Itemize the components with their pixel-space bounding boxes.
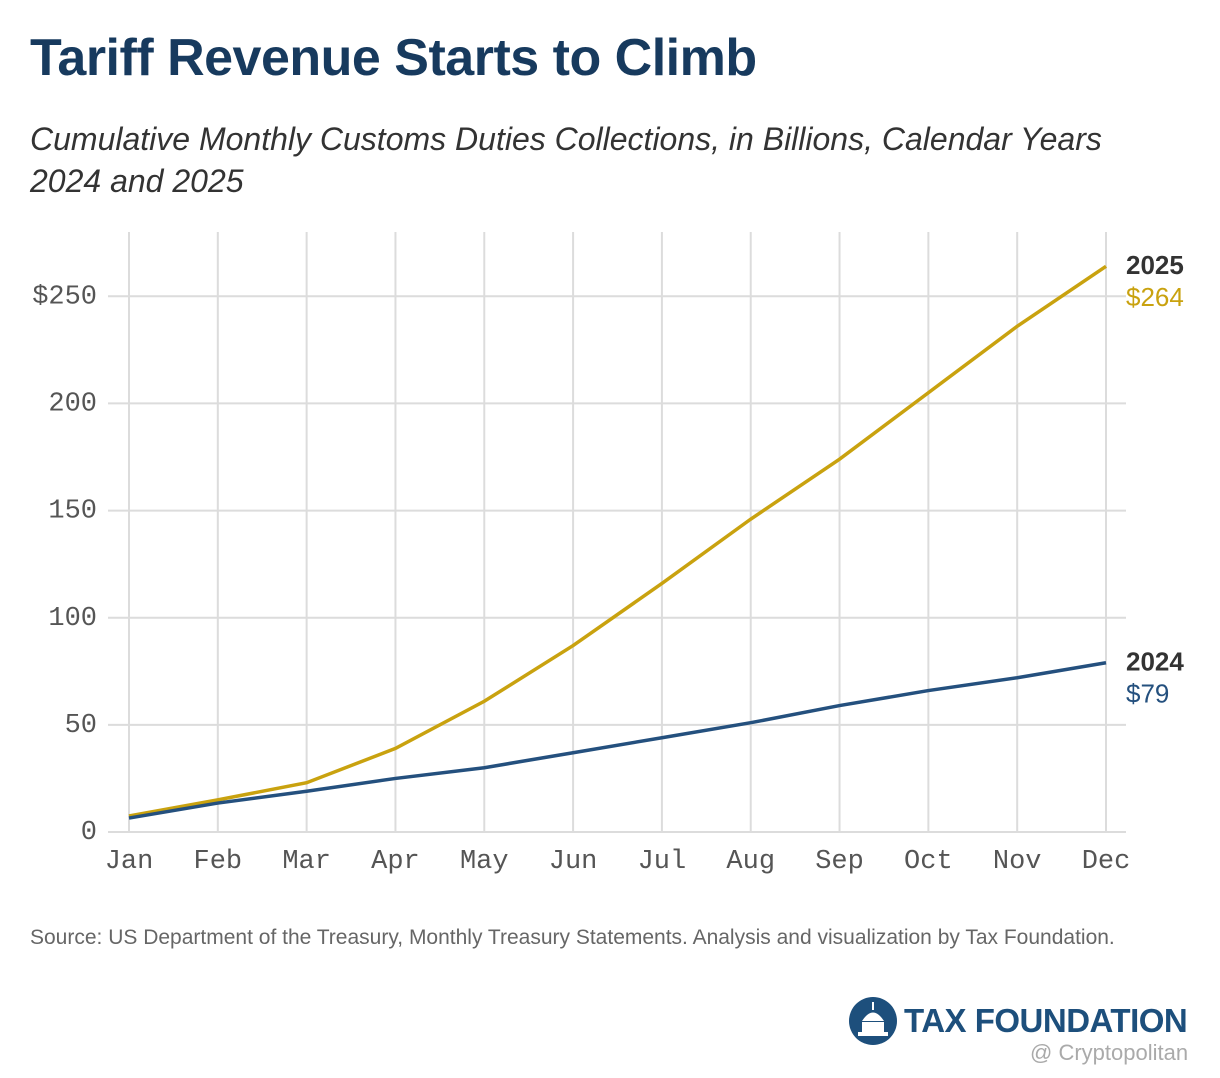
y-tick-label: 100 bbox=[48, 604, 97, 634]
logo-icon bbox=[849, 997, 897, 1045]
y-tick-label: 0 bbox=[81, 818, 97, 848]
x-tick-label: Sep bbox=[815, 847, 864, 877]
chart-subtitle: Cumulative Monthly Customs Duties Collec… bbox=[30, 121, 1102, 199]
x-tick-label: Aug bbox=[726, 847, 775, 877]
x-tick-label: Dec bbox=[1082, 847, 1131, 877]
x-tick-label: Feb bbox=[194, 847, 243, 877]
source-note: Source: US Department of the Treasury, M… bbox=[30, 926, 1115, 949]
chart: Jan Feb Mar Apr May Jun Jul Aug Sep Oct Nov Dec 0 50 1… bbox=[32, 232, 1184, 877]
chart-title: Tariff Revenue Starts to Climb bbox=[30, 29, 757, 87]
y-tick-label: 200 bbox=[48, 390, 97, 420]
value-label: $264 bbox=[1126, 282, 1184, 312]
y-tick-label: 150 bbox=[48, 497, 97, 527]
x-tick-label: Oct bbox=[904, 847, 953, 877]
x-tick-label: Nov bbox=[993, 847, 1042, 877]
logo: TAX FOUNDATION bbox=[848, 996, 1188, 1046]
series-name-label: 2024 bbox=[1126, 647, 1184, 677]
value-label: $79 bbox=[1126, 679, 1169, 709]
x-tick-label: Mar bbox=[282, 847, 331, 877]
x-tick-label: Apr bbox=[371, 847, 420, 877]
x-tick-label: Jun bbox=[549, 847, 598, 877]
watermark: @ Cryptopolitan bbox=[1030, 1040, 1189, 1065]
logo-text: TAX FOUNDATION bbox=[904, 1002, 1188, 1039]
x-tick-label: Jul bbox=[638, 847, 687, 877]
series-name-label: 2025 bbox=[1126, 250, 1184, 280]
series-line bbox=[128, 660, 1107, 820]
series-line bbox=[128, 264, 1107, 818]
x-tick-label: Jan bbox=[105, 847, 154, 877]
x-tick-label: May bbox=[460, 847, 509, 877]
y-tick-label: 50 bbox=[65, 711, 97, 741]
y-tick-label: $250 bbox=[32, 282, 97, 312]
